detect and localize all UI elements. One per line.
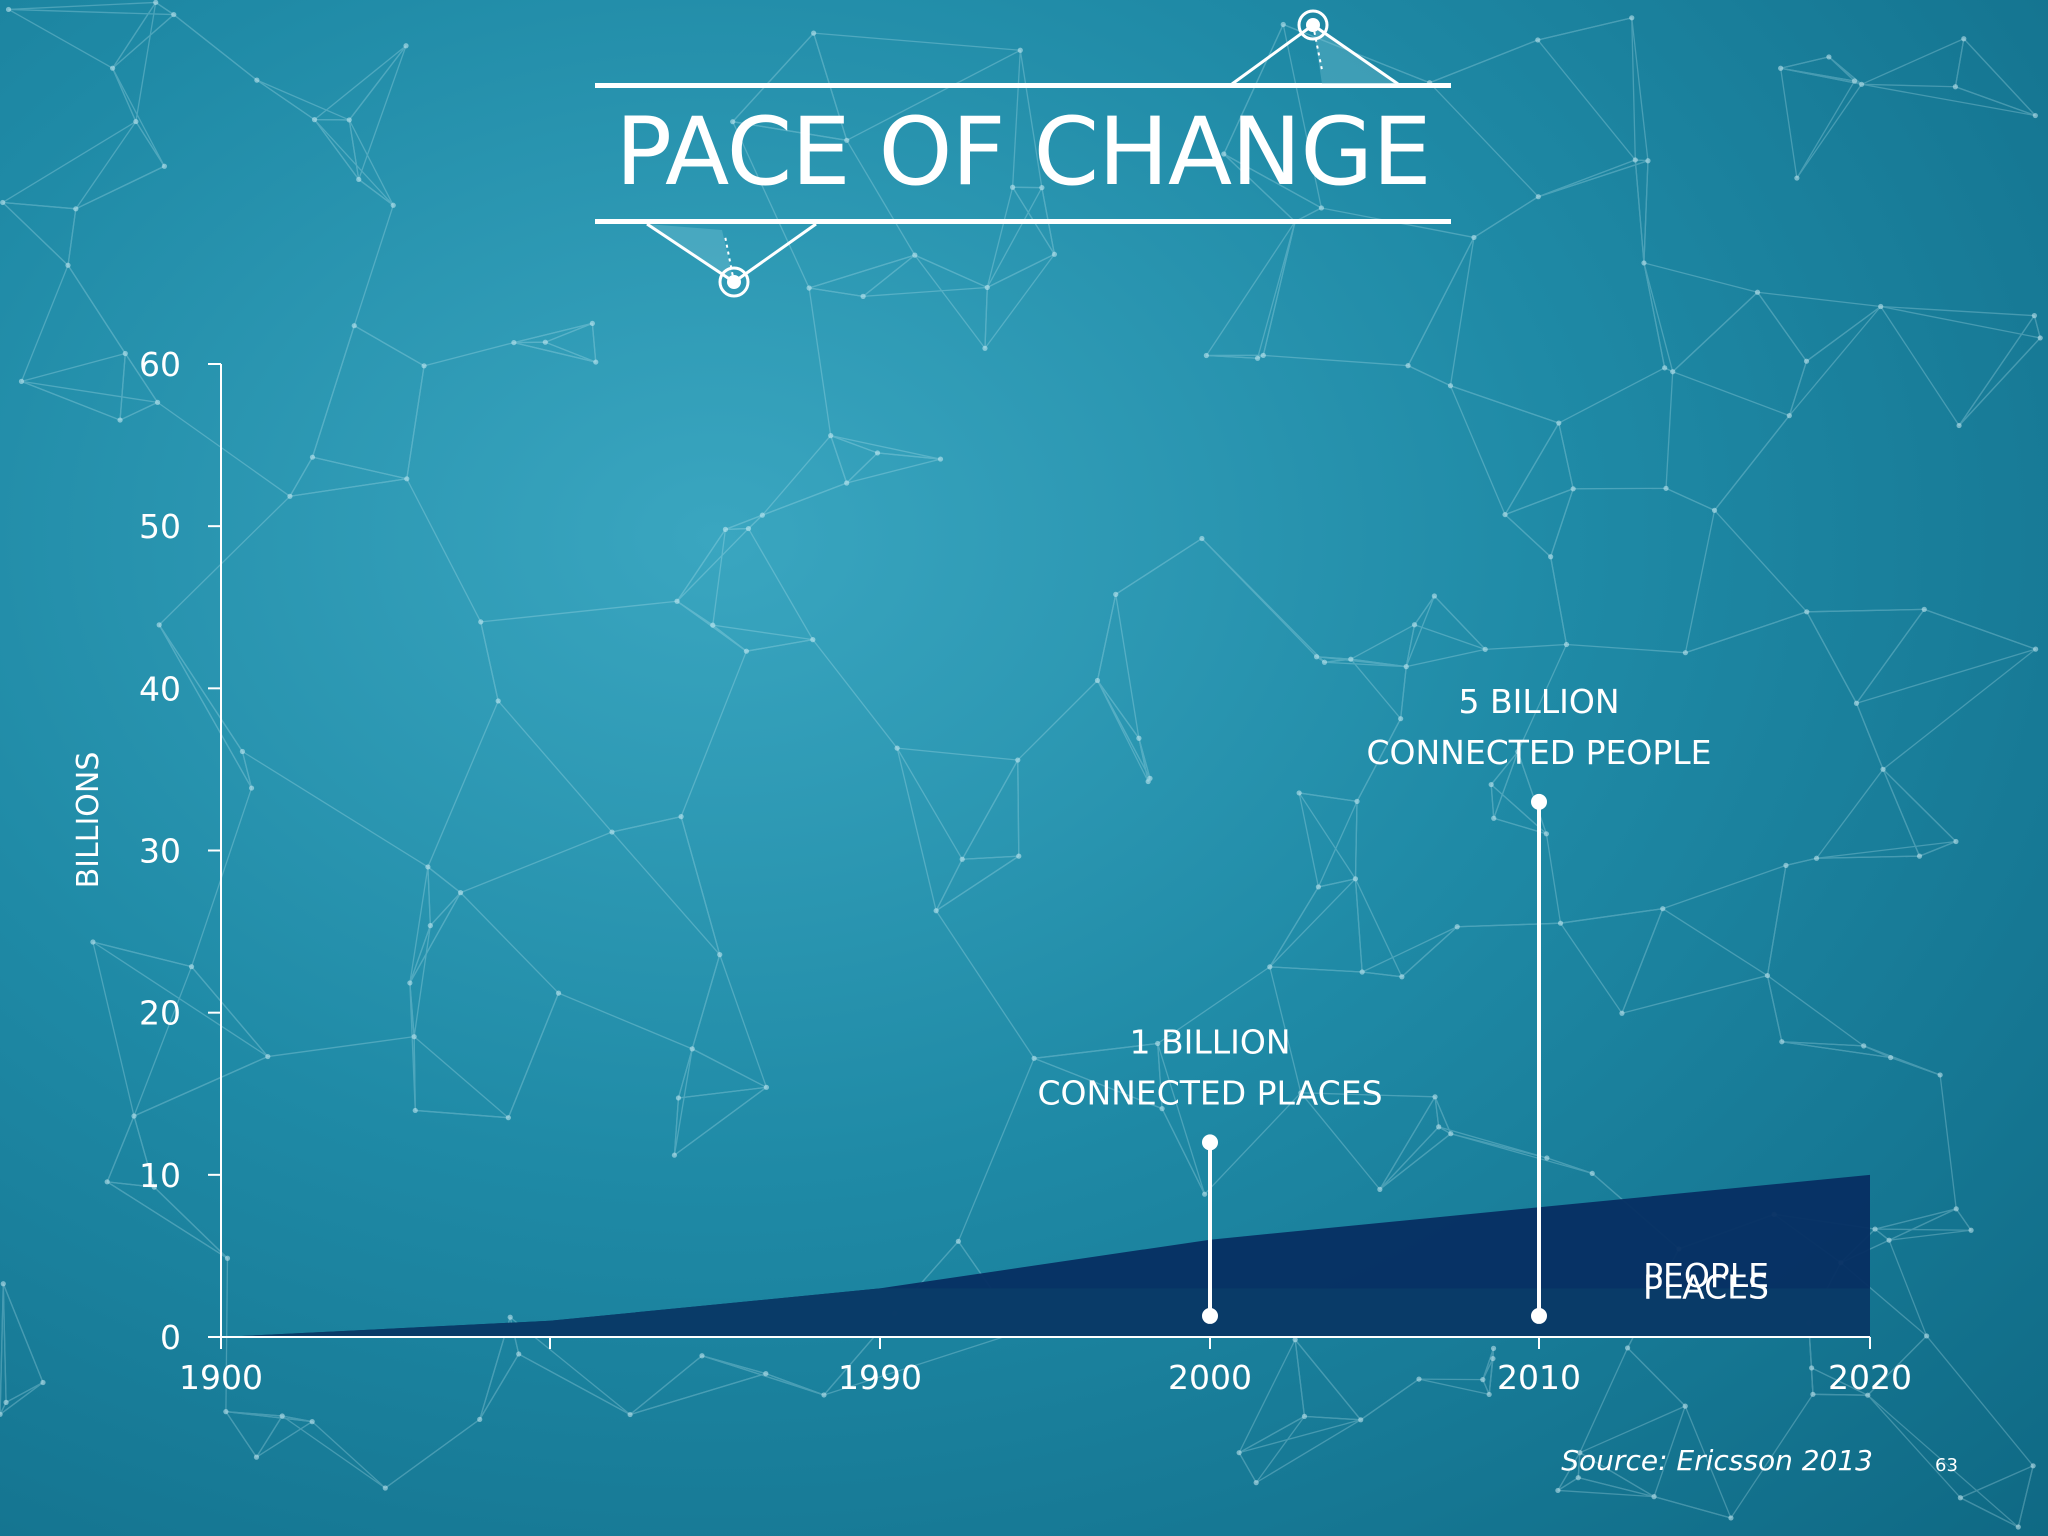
x-tick-label: 2000: [1168, 1358, 1252, 1397]
series-areas: [221, 1174, 1870, 1337]
source-note: Source: Ericsson 2013: [1561, 1444, 1873, 1477]
y-tick-label: 60: [139, 345, 181, 384]
title-block: PACE OF CHANGE: [595, 80, 1455, 230]
y-tick-label: 0: [160, 1318, 181, 1357]
axes: 0 10 20 30 40 50 60 1900 1990 2000 2010 2020 BILLION…: [71, 345, 1912, 1397]
area-places: [221, 1288, 1870, 1337]
y-tick-label: 10: [139, 1156, 181, 1195]
x-tick-label: 1900: [179, 1358, 263, 1397]
top-connector-icon: [1231, 9, 1399, 86]
y-axis-title: BILLIONS: [71, 752, 106, 889]
annotation-label-line1: 1 BILLION: [1129, 1022, 1290, 1061]
page-number: 63: [1935, 1455, 1958, 1476]
annotation-top-dot: [1202, 1134, 1218, 1151]
y-tick-label: 20: [139, 994, 181, 1033]
annotations: 1 BILLION CONNECTED PLACES 5 BILLION CONNEC…: [1037, 682, 1712, 1324]
page-title: PACE OF CHANGE: [615, 98, 1431, 207]
annotation-bottom-dot: [1202, 1307, 1218, 1324]
x-tick-label: 2020: [1828, 1358, 1912, 1397]
title-connector-decorations: [646, 9, 1399, 298]
annotation-label-line1: 5 BILLION: [1458, 682, 1619, 721]
y-tick-label: 40: [139, 669, 181, 708]
y-tick-label: 50: [139, 507, 181, 546]
y-tick-label: 30: [139, 832, 181, 871]
title-bottom-rule: [595, 219, 1451, 224]
annotation-label-line2: CONNECTED PLACES: [1037, 1073, 1382, 1112]
series-label-places: PLACES: [1643, 1267, 1769, 1306]
series-label-people: PEOPLE: [1643, 1256, 1769, 1295]
title-top-rule: [595, 83, 1451, 88]
annotation-label-line2: CONNECTED PEOPLE: [1366, 733, 1711, 772]
annotation-bottom-dot: [1531, 1307, 1547, 1324]
annotation-top-dot: [1531, 793, 1547, 810]
bottom-connector-icon: [646, 222, 817, 298]
x-tick-label: 1990: [838, 1358, 922, 1397]
x-tick-label: 2010: [1497, 1358, 1581, 1397]
